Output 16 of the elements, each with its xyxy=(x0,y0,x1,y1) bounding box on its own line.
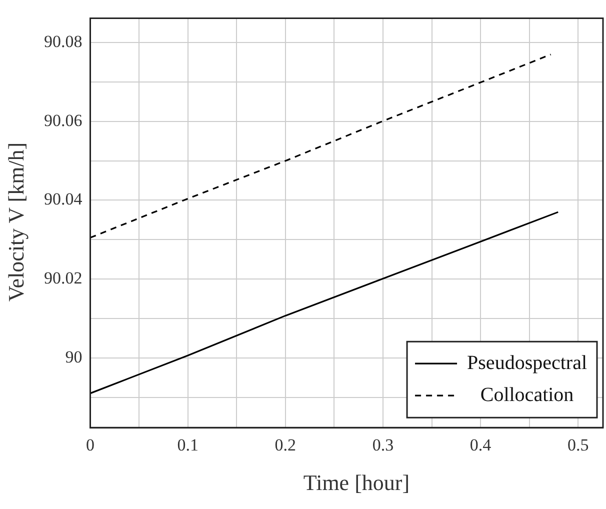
x-tick-label: 0.1 xyxy=(177,435,198,454)
x-tick-label: 0 xyxy=(86,435,94,454)
x-tick-label: 0.3 xyxy=(372,435,394,454)
y-tick-label: 90.08 xyxy=(44,32,82,52)
line-series xyxy=(90,54,552,238)
y-tick-label: 90.06 xyxy=(44,110,82,130)
x-tick-label: 0.4 xyxy=(470,435,492,454)
y-tick-label: 90.02 xyxy=(44,268,82,288)
legend-label: Pseudospectral xyxy=(467,352,588,374)
y-axis-title: Velocity V [km/h] xyxy=(4,142,30,302)
y-tick-label: 90 xyxy=(65,347,82,366)
x-tick-label: 0.2 xyxy=(274,435,296,454)
legend-label: Collocation xyxy=(480,384,574,406)
y-tick-label: 90.04 xyxy=(44,190,83,209)
x-axis-title: Time [hour] xyxy=(302,470,411,496)
x-tick-label: 0.5 xyxy=(567,435,589,454)
